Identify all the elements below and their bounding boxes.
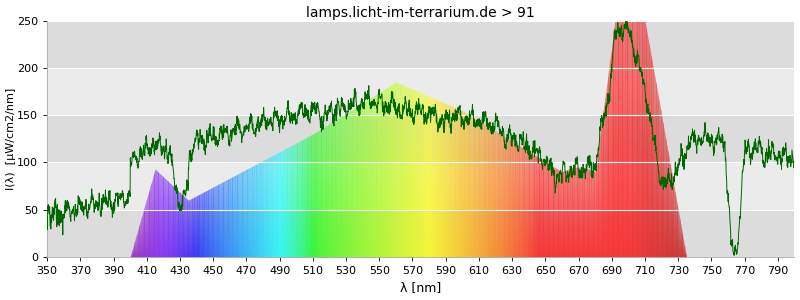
Bar [47,162,794,210]
Y-axis label: I(λ)  [μW/cm2/nm]: I(λ) [μW/cm2/nm] [6,88,15,190]
Bar [47,210,794,257]
Bar [47,115,794,162]
Bar [47,21,794,68]
Bar [47,68,794,115]
Title: lamps.licht-im-terrarium.de > 91: lamps.licht-im-terrarium.de > 91 [306,6,535,20]
X-axis label: λ [nm]: λ [nm] [400,281,442,294]
